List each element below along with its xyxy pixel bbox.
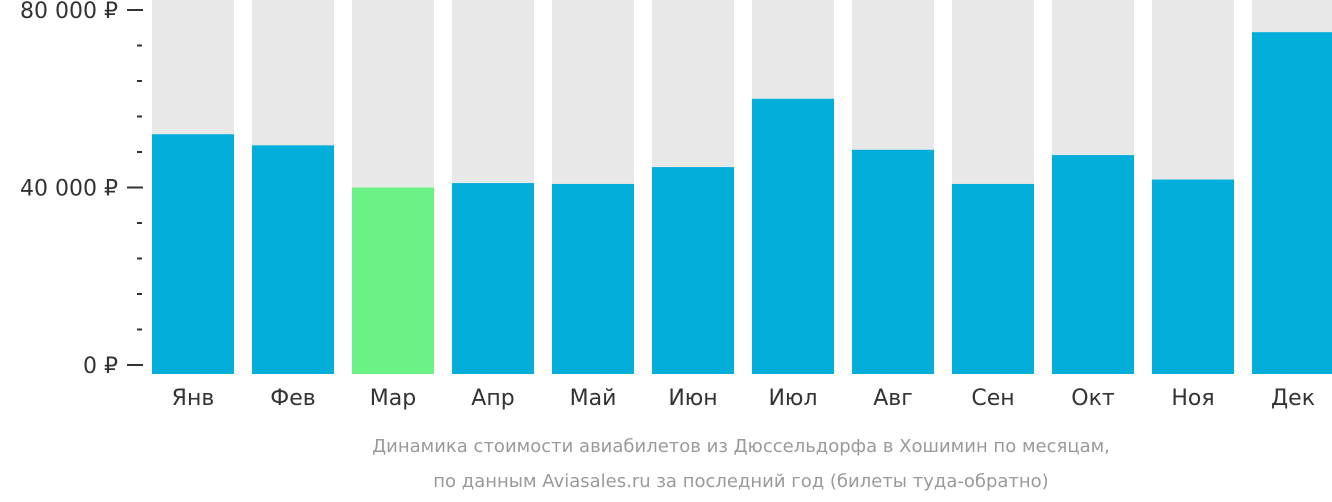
month-label: Янв (172, 386, 215, 411)
month-label: Мар (370, 386, 416, 411)
x-axis-labels: Янв Фев Мар Апр Май Июн Июл Авг Сен Окт Ноя Дек (172, 386, 1315, 411)
month-label: Апр (471, 386, 514, 411)
bar-9 (952, 183, 1034, 374)
bar-10 (1052, 155, 1134, 374)
month-label: Авг (873, 386, 913, 411)
month-label: Ноя (1171, 386, 1214, 411)
y-tick-label: 40 000 ₽ (20, 177, 118, 202)
bar-11 (1152, 179, 1234, 374)
bars (152, 32, 1332, 374)
bar-1 (152, 134, 234, 374)
bar-8 (852, 149, 934, 374)
y-tick-label: 80 000 ₽ (20, 0, 118, 24)
bar-6 (652, 167, 734, 374)
month-label: Июл (768, 386, 817, 411)
bar-7 (752, 98, 834, 374)
bar-4 (452, 183, 534, 374)
bar-5 (552, 183, 634, 374)
y-axis: 0 ₽ 40 000 ₽ 80 000 ₽ (20, 0, 143, 379)
caption-line-1: Динамика стоимости авиабилетов из Дюссел… (372, 436, 1110, 457)
month-label: Фев (270, 386, 315, 411)
bar-12 (1252, 32, 1332, 374)
month-label: Июн (668, 386, 717, 411)
caption-line-2: по данным Aviasales.ru за последний год … (433, 471, 1048, 492)
month-label: Май (570, 386, 617, 411)
bar-2 (252, 145, 334, 374)
bar-3 (352, 187, 434, 374)
month-label: Сен (971, 386, 1014, 411)
month-label: Окт (1071, 386, 1115, 411)
month-label: Дек (1271, 386, 1315, 411)
y-tick-label: 0 ₽ (83, 354, 118, 379)
